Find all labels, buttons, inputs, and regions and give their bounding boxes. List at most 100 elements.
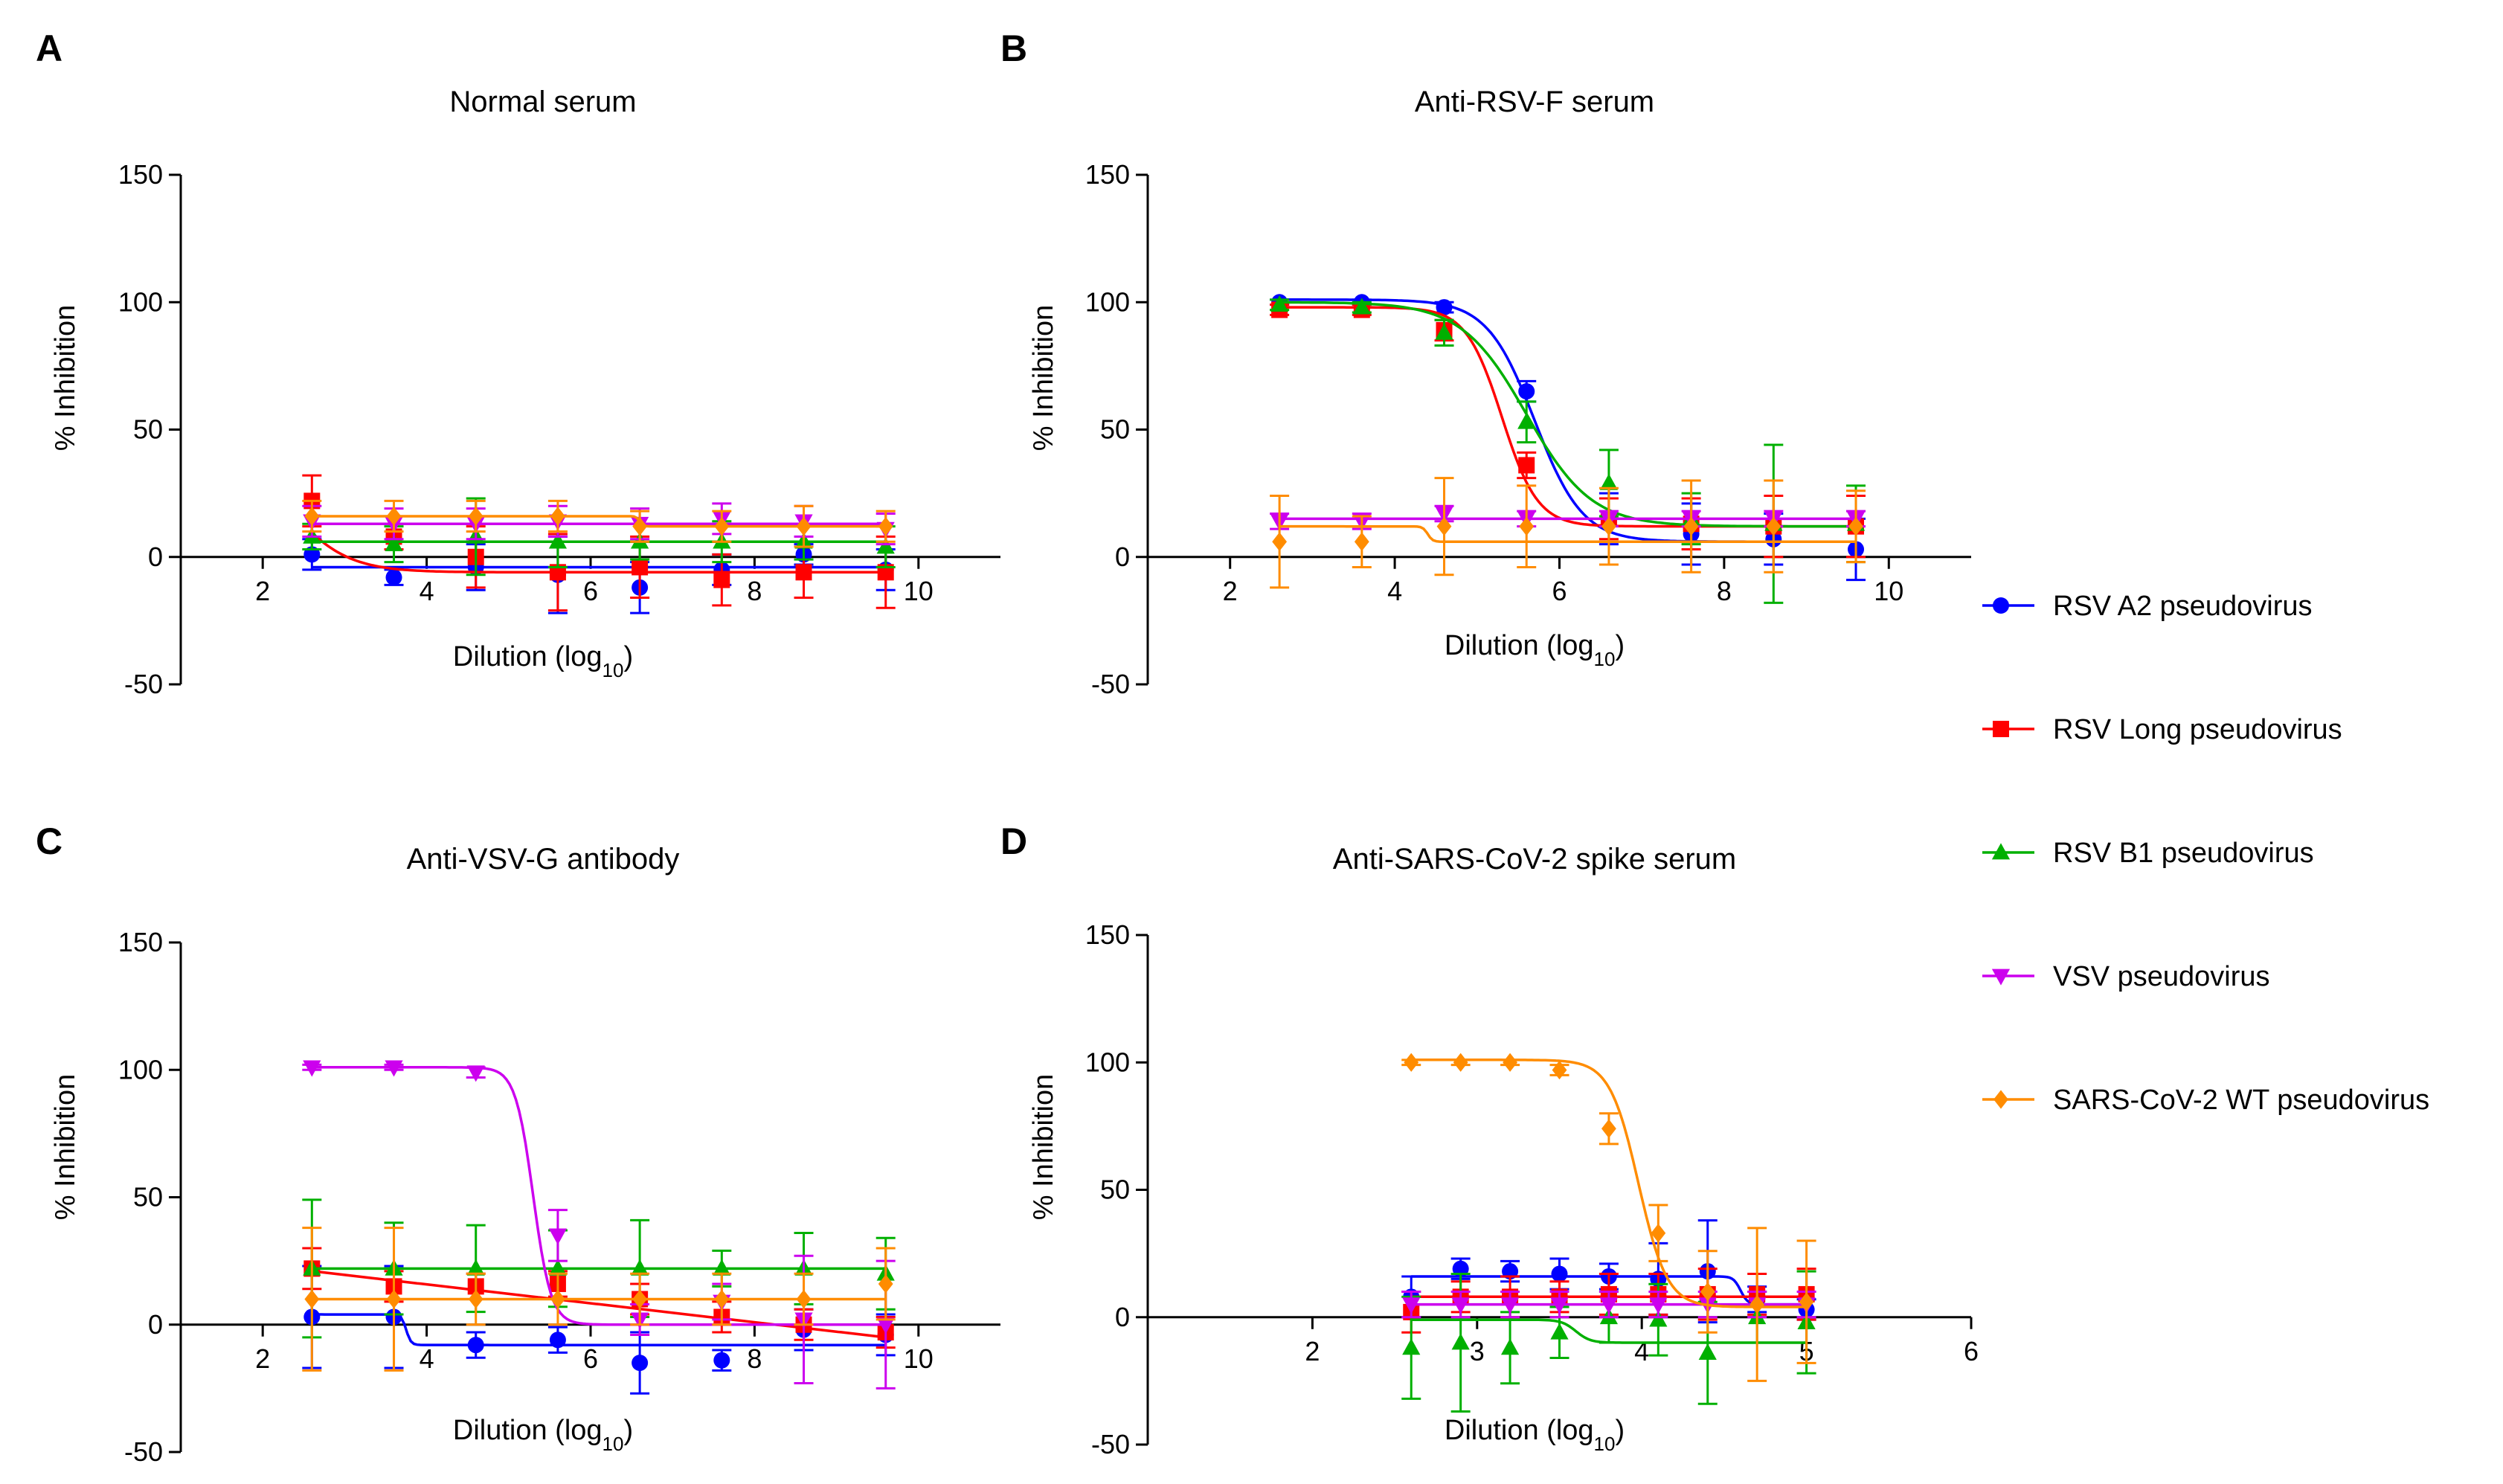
data-point — [876, 1317, 895, 1334]
x-tick-label: 2 — [255, 576, 270, 606]
panel-letter-b: B — [1000, 28, 1027, 69]
data-point — [386, 507, 402, 526]
y-tick-label: 0 — [1115, 1302, 1130, 1332]
legend-marker — [1991, 969, 2011, 986]
data-point — [1435, 323, 1453, 340]
data-point — [1500, 1338, 1520, 1355]
data-point — [796, 517, 812, 536]
data-point — [549, 1332, 566, 1349]
data-point — [1518, 383, 1535, 400]
fit-curve — [1279, 524, 1856, 543]
data-point — [1599, 1297, 1619, 1314]
x-axis-label: Dilution (log10) — [1445, 1415, 1625, 1455]
data-point — [878, 517, 893, 536]
chart-title: Anti-RSV-F serum — [1415, 86, 1654, 118]
x-axis-label: Dilution (log10) — [453, 1415, 633, 1455]
data-point — [466, 1065, 485, 1082]
data-point — [796, 1289, 812, 1309]
data-point — [468, 507, 483, 526]
data-point — [1649, 1297, 1668, 1314]
data-point — [1649, 1310, 1668, 1327]
legend-label: RSV A2 pseudovirus — [2053, 591, 2313, 622]
panel-b: B Anti-RSV-F serum % Inhibition Dilution… — [1000, 28, 1971, 699]
y-tick-label: 100 — [118, 1054, 163, 1085]
x-tick-label: 2 — [1305, 1336, 1320, 1366]
data-point — [386, 1289, 402, 1309]
fit-curve — [312, 1313, 886, 1346]
y-tick-label: 50 — [133, 414, 163, 445]
panel-letter-a: A — [36, 28, 62, 69]
series-sars-cov-2-wt-pseudovirus — [302, 499, 896, 548]
data-point — [714, 1289, 730, 1309]
data-point — [631, 1259, 649, 1276]
y-axis-label: % Inhibition — [50, 1074, 81, 1220]
x-tick-label: 6 — [583, 576, 598, 606]
y-tick-label: -50 — [1091, 1429, 1130, 1459]
x-tick-label: 8 — [747, 1343, 762, 1374]
y-axis-label: % Inhibition — [50, 305, 81, 451]
data-point — [1503, 1053, 1517, 1072]
fit-curve — [311, 531, 886, 574]
y-tick-label: 150 — [1085, 159, 1130, 190]
y-axis-label: % Inhibition — [1028, 1074, 1059, 1220]
legend: RSV A2 pseudovirus RSV Long pseudovirus … — [1982, 591, 2429, 1116]
data-point — [1766, 517, 1781, 536]
data-point — [632, 1355, 649, 1372]
legend-label: RSV B1 pseudovirus — [2053, 838, 2314, 869]
y-tick-label: 50 — [1100, 1175, 1130, 1205]
data-point — [1601, 517, 1616, 536]
data-point — [1551, 1265, 1568, 1282]
y-tick-label: 0 — [148, 1309, 163, 1340]
data-point — [1552, 1060, 1567, 1080]
x-tick-label: 6 — [1964, 1336, 1979, 1366]
data-point — [1599, 473, 1619, 490]
fit-curve — [312, 1270, 886, 1339]
y-tick-label: 150 — [1085, 919, 1130, 950]
x-tick-label: 8 — [747, 576, 762, 606]
x-tick-label: 4 — [420, 1343, 434, 1374]
data-point — [1683, 517, 1699, 536]
y-tick-label: 100 — [118, 286, 163, 317]
x-tick-label: 6 — [583, 1343, 598, 1374]
data-point — [1601, 1119, 1616, 1138]
data-point — [385, 569, 402, 586]
chart-title: Anti-VSV-G antibody — [407, 843, 680, 876]
data-point — [1799, 1292, 1814, 1311]
y-tick-label: -50 — [1091, 669, 1130, 699]
series-sars-cov-2-wt-pseudovirus — [1270, 477, 1866, 589]
data-point — [713, 571, 730, 588]
chart-title: Anti-SARS-CoV-2 spike serum — [1333, 843, 1736, 876]
data-point — [385, 534, 403, 551]
data-point — [876, 537, 895, 554]
data-point — [1550, 1297, 1569, 1314]
x-tick-label: 6 — [1552, 576, 1567, 606]
y-tick-label: 0 — [148, 542, 163, 572]
data-point — [1518, 457, 1535, 474]
data-point — [1848, 517, 1863, 536]
y-tick-label: 100 — [1085, 286, 1130, 317]
data-point — [1436, 517, 1452, 536]
y-tick-label: 50 — [1100, 414, 1130, 445]
y-tick-label: 0 — [1115, 542, 1130, 572]
data-point — [1519, 517, 1535, 536]
data-point — [795, 564, 812, 581]
data-point — [713, 1352, 730, 1369]
y-tick-label: -50 — [124, 669, 163, 699]
x-tick-label: 3 — [1470, 1336, 1485, 1366]
x-tick-label: 4 — [420, 576, 434, 606]
y-axis-label: % Inhibition — [1028, 305, 1059, 451]
data-point — [713, 1259, 731, 1276]
legend-label: VSV pseudovirus — [2053, 961, 2270, 992]
legend-label: SARS-CoV-2 WT pseudovirus — [2053, 1085, 2429, 1116]
legend-marker — [1993, 721, 2009, 737]
data-point — [1451, 1297, 1470, 1314]
data-point — [1500, 1297, 1520, 1314]
y-tick-label: 100 — [1085, 1047, 1130, 1077]
data-point — [1270, 295, 1289, 312]
x-tick-label: 10 — [904, 1343, 934, 1374]
data-point — [1651, 1224, 1666, 1243]
data-point — [1402, 1297, 1421, 1314]
data-point — [632, 517, 648, 536]
series-sars-cov-2-wt-pseudovirus — [302, 1227, 896, 1372]
y-tick-label: 50 — [133, 1182, 163, 1212]
